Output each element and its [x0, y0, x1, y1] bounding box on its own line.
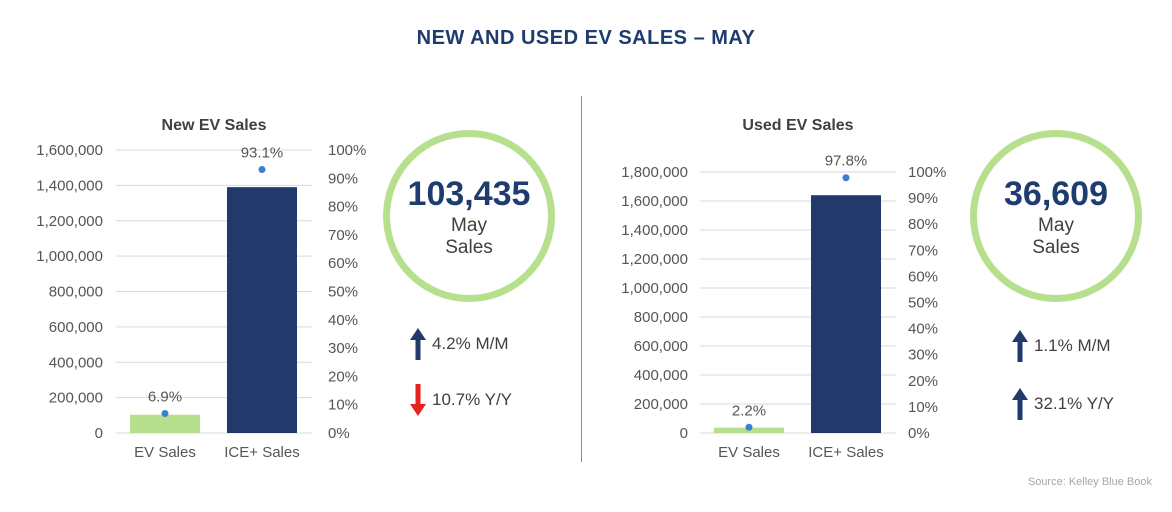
- new-sales-circle: 103,435 May Sales: [383, 130, 555, 302]
- y2-tick-label: 70%: [328, 227, 358, 244]
- used-yy-text: 32.1% Y/Y: [1034, 394, 1115, 413]
- y2-tick-label: 10%: [328, 397, 358, 414]
- main-title: NEW AND USED EV SALES – MAY: [416, 27, 756, 49]
- y-tick-label: 1,000,000: [621, 280, 688, 297]
- share-marker: [842, 174, 850, 182]
- y2-tick-label: 50%: [328, 284, 358, 301]
- y-tick-label: 1,600,000: [621, 193, 688, 210]
- y2-tick-label: 100%: [328, 142, 366, 159]
- y-tick-label: 600,000: [49, 319, 103, 336]
- y2-tick-label: 40%: [328, 312, 358, 329]
- y-tick-label: 1,800,000: [621, 164, 688, 181]
- y2-tick-label: 60%: [328, 255, 358, 272]
- y-tick-label: 200,000: [49, 390, 103, 407]
- new-sales-label-month: May: [451, 215, 487, 236]
- x-tick-label: EV Sales: [718, 444, 780, 461]
- y-tick-label: 0: [680, 425, 688, 442]
- y2-tick-label: 70%: [908, 242, 938, 259]
- share-data-label: 93.1%: [241, 145, 284, 162]
- bar-ev-sales: [130, 414, 200, 433]
- source-note: Source: Kelley Blue Book: [1027, 476, 1152, 488]
- y-tick-label: 400,000: [634, 367, 688, 384]
- y2-tick-label: 30%: [908, 347, 938, 364]
- y-tick-label: 1,200,000: [621, 251, 688, 268]
- arrow-down-icon: [410, 384, 426, 416]
- y2-tick-label: 10%: [908, 399, 938, 416]
- new-yy-text: 10.7% Y/Y: [432, 390, 513, 409]
- y-tick-label: 1,200,000: [36, 213, 103, 230]
- share-data-label: 2.2%: [732, 402, 766, 419]
- y-tick-label: 800,000: [634, 309, 688, 326]
- y2-tick-label: 20%: [328, 368, 358, 385]
- used-yy-stat: 32.1% Y/Y: [1012, 388, 1115, 420]
- new-yy-stat: 10.7% Y/Y: [410, 384, 513, 416]
- share-marker: [161, 409, 169, 417]
- y-tick-label: 1,400,000: [621, 222, 688, 239]
- used-mm-text: 1.1% M/M: [1034, 336, 1111, 355]
- x-tick-label: ICE+ Sales: [808, 444, 883, 461]
- chart-title: New EV Sales: [162, 117, 267, 134]
- used-mm-stat: 1.1% M/M: [1012, 330, 1111, 362]
- section-divider: [581, 96, 582, 462]
- share-data-label: 6.9%: [148, 388, 182, 405]
- arrow-up-icon: [1012, 330, 1028, 362]
- used-sales-label-month: May: [1038, 215, 1074, 236]
- y2-tick-label: 90%: [908, 190, 938, 207]
- used-sales-value: 36,609: [1004, 175, 1108, 213]
- y2-tick-label: 40%: [908, 321, 938, 338]
- share-marker: [745, 423, 753, 431]
- new-mm-stat: 4.2% M/M: [410, 328, 509, 360]
- y2-tick-label: 50%: [908, 295, 938, 312]
- x-tick-label: EV Sales: [134, 444, 196, 461]
- y-tick-label: 600,000: [634, 338, 688, 355]
- y-tick-label: 400,000: [49, 354, 103, 371]
- y2-tick-label: 60%: [908, 268, 938, 285]
- used-sales-label-sales: Sales: [1032, 237, 1080, 258]
- y-tick-label: 800,000: [49, 284, 103, 301]
- y-tick-label: 1,600,000: [36, 142, 103, 159]
- x-tick-label: ICE+ Sales: [224, 444, 299, 461]
- new-mm-text: 4.2% M/M: [432, 334, 509, 353]
- y2-tick-label: 80%: [328, 199, 358, 216]
- bar-ice-sales: [227, 187, 297, 433]
- y2-tick-label: 0%: [908, 425, 930, 442]
- arrow-up-icon: [410, 328, 426, 360]
- y2-tick-label: 90%: [328, 170, 358, 187]
- y2-tick-label: 20%: [908, 373, 938, 390]
- y-tick-label: 1,000,000: [36, 248, 103, 265]
- y2-tick-label: 0%: [328, 425, 350, 442]
- y2-tick-label: 80%: [908, 216, 938, 233]
- share-marker: [258, 166, 266, 174]
- new-sales-value: 103,435: [407, 175, 531, 213]
- y-tick-label: 1,400,000: [36, 177, 103, 194]
- y2-tick-label: 100%: [908, 164, 946, 181]
- arrow-up-icon: [1012, 388, 1028, 420]
- y-tick-label: 0: [95, 425, 103, 442]
- chart-title: Used EV Sales: [742, 117, 853, 134]
- share-data-label: 97.8%: [825, 153, 868, 170]
- y-tick-label: 200,000: [634, 396, 688, 413]
- bar-ice-sales: [811, 195, 881, 433]
- used-sales-circle: 36,609 May Sales: [970, 130, 1142, 302]
- y2-tick-label: 30%: [328, 340, 358, 357]
- new-sales-label-sales: Sales: [445, 237, 493, 258]
